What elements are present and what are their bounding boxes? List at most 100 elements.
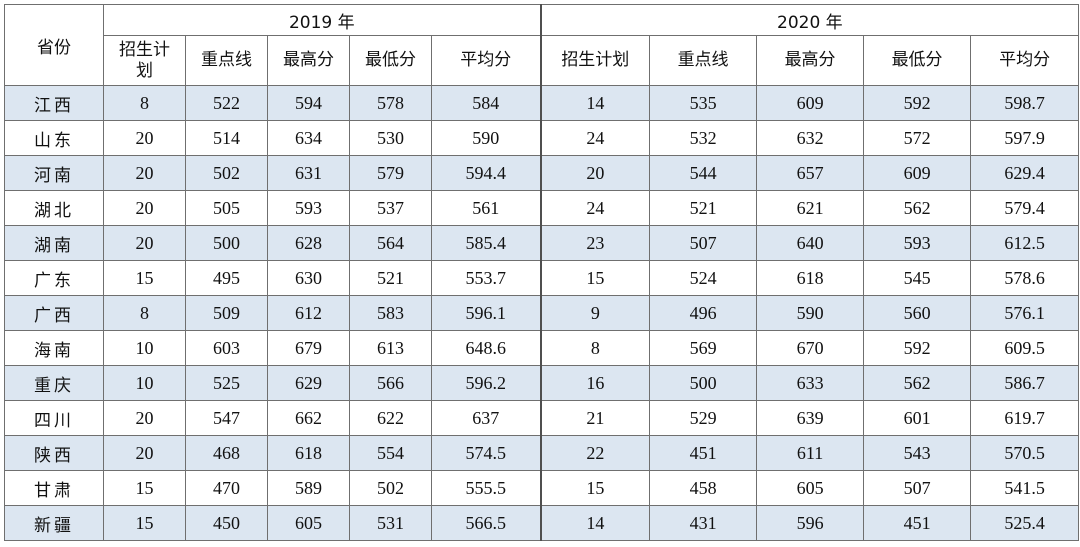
2020-keyline-cell: 524 — [649, 260, 758, 296]
2019-plan-cell: 20 — [103, 190, 186, 226]
table-row: 陕西 20 468 618 554 574.5 22 451 611 543 570.5 — [4, 435, 1080, 471]
2020-max-cell: 670 — [756, 330, 865, 366]
col-2019-avg: 平均分 — [430, 35, 542, 86]
2019-min-cell: 583 — [349, 295, 432, 331]
table-row: 山东 20 514 634 530 590 24 532 632 572 597.9 — [4, 120, 1080, 156]
2020-keyline-cell: 569 — [649, 330, 758, 366]
province-cell: 湖北 — [4, 190, 104, 226]
2020-max-cell: 621 — [756, 190, 865, 226]
2020-min-cell: 593 — [863, 225, 972, 261]
2020-keyline-cell: 451 — [649, 435, 758, 471]
2019-keyline-cell: 522 — [185, 85, 268, 121]
2019-avg-cell: 584 — [430, 85, 542, 121]
col-2019-keyline: 重点线 — [185, 35, 268, 86]
2020-keyline-cell: 529 — [649, 400, 758, 436]
2019-max-cell: 634 — [267, 120, 350, 156]
2020-plan-cell: 22 — [539, 435, 651, 471]
2019-min-cell: 521 — [349, 260, 432, 296]
table-row: 重庆 10 525 629 566 596.2 16 500 633 562 586.7 — [4, 365, 1080, 401]
2020-max-cell: 640 — [756, 225, 865, 261]
province-cell: 山东 — [4, 120, 104, 156]
table-header: 省份 2019 年 2020 年 招生计划 重点线 最高分 最低分 平均分 招生… — [4, 4, 1080, 86]
2020-avg-cell: 586.7 — [970, 365, 1080, 401]
2020-min-cell: 451 — [863, 505, 972, 541]
2020-keyline-cell: 431 — [649, 505, 758, 541]
2019-plan-cell: 8 — [103, 295, 186, 331]
2020-min-cell: 601 — [863, 400, 972, 436]
2020-min-cell: 562 — [863, 365, 972, 401]
province-cell: 江西 — [4, 85, 104, 121]
2019-min-cell: 531 — [349, 505, 432, 541]
2019-plan-cell: 20 — [103, 225, 186, 261]
2019-min-cell: 502 — [349, 470, 432, 506]
table-row: 湖北 20 505 593 537 561 24 521 621 562 579.4 — [4, 190, 1080, 226]
2019-avg-cell: 637 — [430, 400, 542, 436]
2019-max-cell: 605 — [267, 505, 350, 541]
province-cell: 湖南 — [4, 225, 104, 261]
province-cell: 广东 — [4, 260, 104, 296]
2019-plan-cell: 20 — [103, 120, 186, 156]
2020-plan-cell: 21 — [539, 400, 651, 436]
2020-avg-cell: 609.5 — [970, 330, 1080, 366]
col-2019-max: 最高分 — [267, 35, 350, 86]
2020-avg-cell: 576.1 — [970, 295, 1080, 331]
year-2020-header: 2020 年 — [539, 4, 1080, 36]
2019-max-cell: 589 — [267, 470, 350, 506]
2020-max-cell: 633 — [756, 365, 865, 401]
2020-keyline-cell: 544 — [649, 155, 758, 191]
2019-min-cell: 613 — [349, 330, 432, 366]
2019-plan-cell: 10 — [103, 330, 186, 366]
2020-plan-cell: 24 — [539, 190, 651, 226]
table-body: 江西 8 522 594 578 584 14 535 609 592 598.7 山东 20 514 63… — [4, 85, 1080, 541]
column-header-row: 招生计划 重点线 最高分 最低分 平均分 招生计划 重点线 最高分 最低分 平均… — [5, 35, 1080, 86]
2020-plan-cell: 20 — [539, 155, 651, 191]
2019-avg-cell: 553.7 — [430, 260, 542, 296]
2019-min-cell: 622 — [349, 400, 432, 436]
2019-max-cell: 630 — [267, 260, 350, 296]
table-row: 广西 8 509 612 583 596.1 9 496 590 560 576.1 — [4, 295, 1080, 331]
province-cell: 四川 — [4, 400, 104, 436]
table-row: 海南 10 603 679 613 648.6 8 569 670 592 609.5 — [4, 330, 1080, 366]
2019-keyline-cell: 470 — [185, 470, 268, 506]
2020-plan-cell: 8 — [539, 330, 651, 366]
2019-plan-cell: 20 — [103, 435, 186, 471]
2019-avg-cell: 585.4 — [430, 225, 542, 261]
2020-min-cell: 572 — [863, 120, 972, 156]
2020-avg-cell: 597.9 — [970, 120, 1080, 156]
2019-avg-cell: 596.2 — [430, 365, 542, 401]
2020-max-cell: 590 — [756, 295, 865, 331]
col-2020-min: 最低分 — [863, 35, 972, 86]
2019-max-cell: 618 — [267, 435, 350, 471]
2019-min-cell: 554 — [349, 435, 432, 471]
2019-keyline-cell: 514 — [185, 120, 268, 156]
2019-plan-cell: 8 — [103, 85, 186, 121]
col-2019-plan: 招生计划 — [103, 35, 186, 86]
2019-plan-cell: 20 — [103, 155, 186, 191]
2020-max-cell: 632 — [756, 120, 865, 156]
2019-min-cell: 537 — [349, 190, 432, 226]
province-cell: 广西 — [4, 295, 104, 331]
2019-plan-cell: 15 — [103, 505, 186, 541]
2019-avg-cell: 594.4 — [430, 155, 542, 191]
2019-keyline-cell: 495 — [185, 260, 268, 296]
col-2020-keyline: 重点线 — [649, 35, 758, 86]
2020-max-cell: 618 — [756, 260, 865, 296]
2020-min-cell: 592 — [863, 330, 972, 366]
2019-max-cell: 629 — [267, 365, 350, 401]
2019-max-cell: 594 — [267, 85, 350, 121]
table-row: 江西 8 522 594 578 584 14 535 609 592 598.7 — [4, 85, 1080, 121]
2019-keyline-cell: 502 — [185, 155, 268, 191]
2019-avg-cell: 596.1 — [430, 295, 542, 331]
2020-keyline-cell: 496 — [649, 295, 758, 331]
2020-plan-cell: 23 — [539, 225, 651, 261]
2019-min-cell: 564 — [349, 225, 432, 261]
2020-min-cell: 543 — [863, 435, 972, 471]
2020-avg-cell: 579.4 — [970, 190, 1080, 226]
2019-avg-cell: 561 — [430, 190, 542, 226]
2019-avg-cell: 566.5 — [430, 505, 542, 541]
2020-avg-cell: 629.4 — [970, 155, 1080, 191]
2020-avg-cell: 598.7 — [970, 85, 1080, 121]
col-2020-max: 最高分 — [756, 35, 865, 86]
2019-max-cell: 612 — [267, 295, 350, 331]
2019-keyline-cell: 509 — [185, 295, 268, 331]
